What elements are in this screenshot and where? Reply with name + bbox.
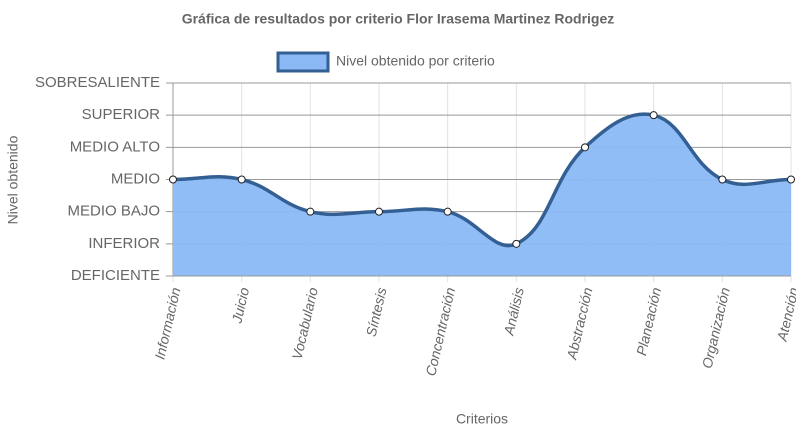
point <box>169 175 177 184</box>
point <box>306 207 315 216</box>
y-tick-label: SUPERIOR <box>82 106 161 123</box>
legend-label: Nivel obtenido por criterio <box>336 53 495 69</box>
point <box>718 175 727 184</box>
y-tick-label: SOBRESALIENTE <box>35 74 160 91</box>
x-tick-label: Abstracción <box>563 286 595 362</box>
area <box>173 114 791 276</box>
y-tick-label: MEDIO ALTO <box>70 138 160 155</box>
x-tick-label: Juicio <box>228 286 252 326</box>
x-tick-label: Atención <box>773 286 796 344</box>
y-axis-title: Nivel obtenido <box>5 135 21 224</box>
y-tick-label: MEDIO <box>111 170 160 187</box>
point <box>375 207 383 216</box>
x-tick-label: Síntesis <box>363 286 390 338</box>
point <box>649 111 658 120</box>
line <box>172 112 792 248</box>
y-tick-label: INFERIOR <box>88 235 160 252</box>
legend-swatch <box>276 51 330 73</box>
point <box>512 239 521 248</box>
x-tick-label: Planeación <box>633 286 664 357</box>
point <box>443 207 452 216</box>
point <box>787 175 795 184</box>
y-tick-label: MEDIO BAJO <box>67 203 160 220</box>
x-tick-label: Información <box>151 286 183 361</box>
y-tick-label: DEFICIENTE <box>71 267 160 284</box>
x-tick-label: Vocabulario <box>289 286 321 361</box>
chart-title: Gráfica de resultados por criterio Flor … <box>182 11 615 27</box>
point <box>237 175 246 184</box>
x-tick-label: Análisis <box>500 286 527 338</box>
point <box>581 143 589 152</box>
x-tick-label: Concentración <box>422 286 458 378</box>
x-axis-title: Criterios <box>456 411 508 427</box>
x-tick-label: Organización <box>699 286 733 370</box>
